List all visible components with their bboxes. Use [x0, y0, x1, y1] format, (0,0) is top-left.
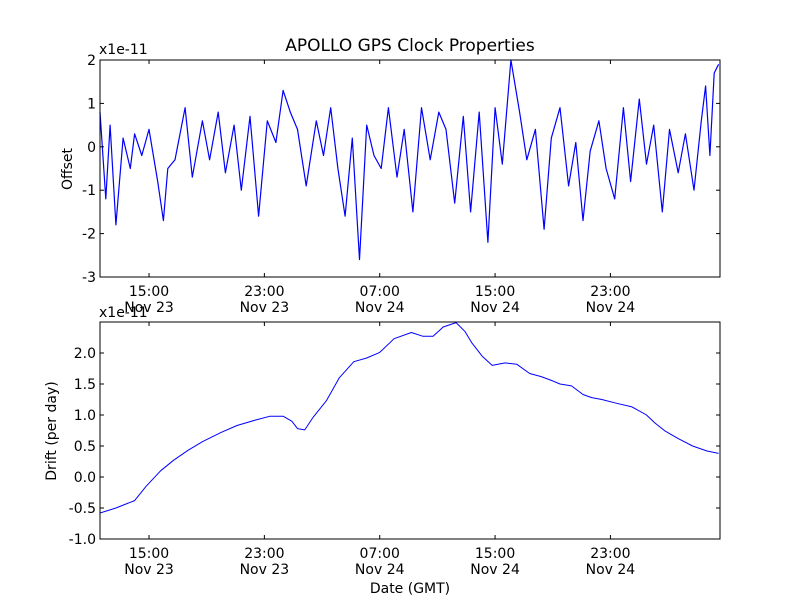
x-axis-label: Date (GMT) — [370, 581, 450, 597]
offset-multiplier: x1e-11 — [99, 42, 148, 58]
drift-ytick-label: -1.0 — [69, 532, 96, 548]
offset-xtick-time-label: 23:00 — [244, 284, 284, 300]
offset-xtick-time-label: 23:00 — [590, 284, 630, 300]
drift-series-line — [99, 322, 719, 514]
offset-ytick-label: 1 — [87, 96, 96, 112]
drift-panel: x1e-11 Drift (per day) -1.0 -0.5 0.0 0.5 1.0… — [44, 305, 721, 578]
drift-ytick-label: 0.0 — [74, 470, 96, 486]
drift-ytick-label: 2.0 — [74, 346, 96, 362]
drift-ytick-label: 1.0 — [74, 408, 96, 424]
offset-xtick-time-label: 15:00 — [129, 284, 169, 300]
drift-ytick-label: 0.5 — [74, 439, 96, 455]
drift-xtick-date-label: Nov 24 — [470, 562, 520, 578]
offset-ytick-label: 2 — [87, 53, 96, 69]
offset-xtick-date-label: Nov 24 — [586, 300, 636, 316]
offset-ytick-label: -3 — [82, 270, 96, 286]
offset-ytick-label: 0 — [87, 140, 96, 156]
drift-xtick-time-label: 23:00 — [590, 546, 630, 562]
drift-xtick-time-label: 23:00 — [244, 546, 284, 562]
offset-xtick-date-label: Nov 24 — [470, 300, 520, 316]
drift-xtick-time-label: 07:00 — [360, 546, 400, 562]
offset-series-line — [99, 59, 720, 261]
drift-multiplier: x1e-11 — [99, 305, 148, 321]
offset-xtick-date-label: Nov 23 — [124, 300, 174, 316]
drift-xtick-time-label: 15:00 — [475, 546, 515, 562]
drift-xtick-date-label: Nov 23 — [124, 562, 174, 578]
offset-axes-frame — [99, 59, 721, 278]
drift-xtick-date-label: Nov 24 — [586, 562, 636, 578]
offset-xtick-time-label: 07:00 — [360, 284, 400, 300]
drift-xtick-date-label: Nov 23 — [240, 562, 290, 578]
offset-ylabel: Offset — [60, 147, 76, 190]
figure-title: APOLLO GPS Clock Properties — [285, 36, 535, 56]
offset-ytick-label: -2 — [82, 227, 96, 243]
offset-xtick-date-label: Nov 24 — [355, 300, 405, 316]
offset-ytick-label: -1 — [82, 183, 96, 199]
drift-axes-frame — [99, 321, 721, 540]
drift-xtick-time-label: 15:00 — [129, 546, 169, 562]
drift-ylabel: Drift (per day) — [44, 381, 60, 480]
drift-xtick-date-label: Nov 24 — [355, 562, 405, 578]
offset-xtick-date-label: Nov 23 — [240, 300, 290, 316]
offset-xtick-time-label: 15:00 — [475, 284, 515, 300]
drift-ytick-label: 1.5 — [74, 377, 96, 393]
drift-ytick-label: -0.5 — [69, 501, 96, 517]
